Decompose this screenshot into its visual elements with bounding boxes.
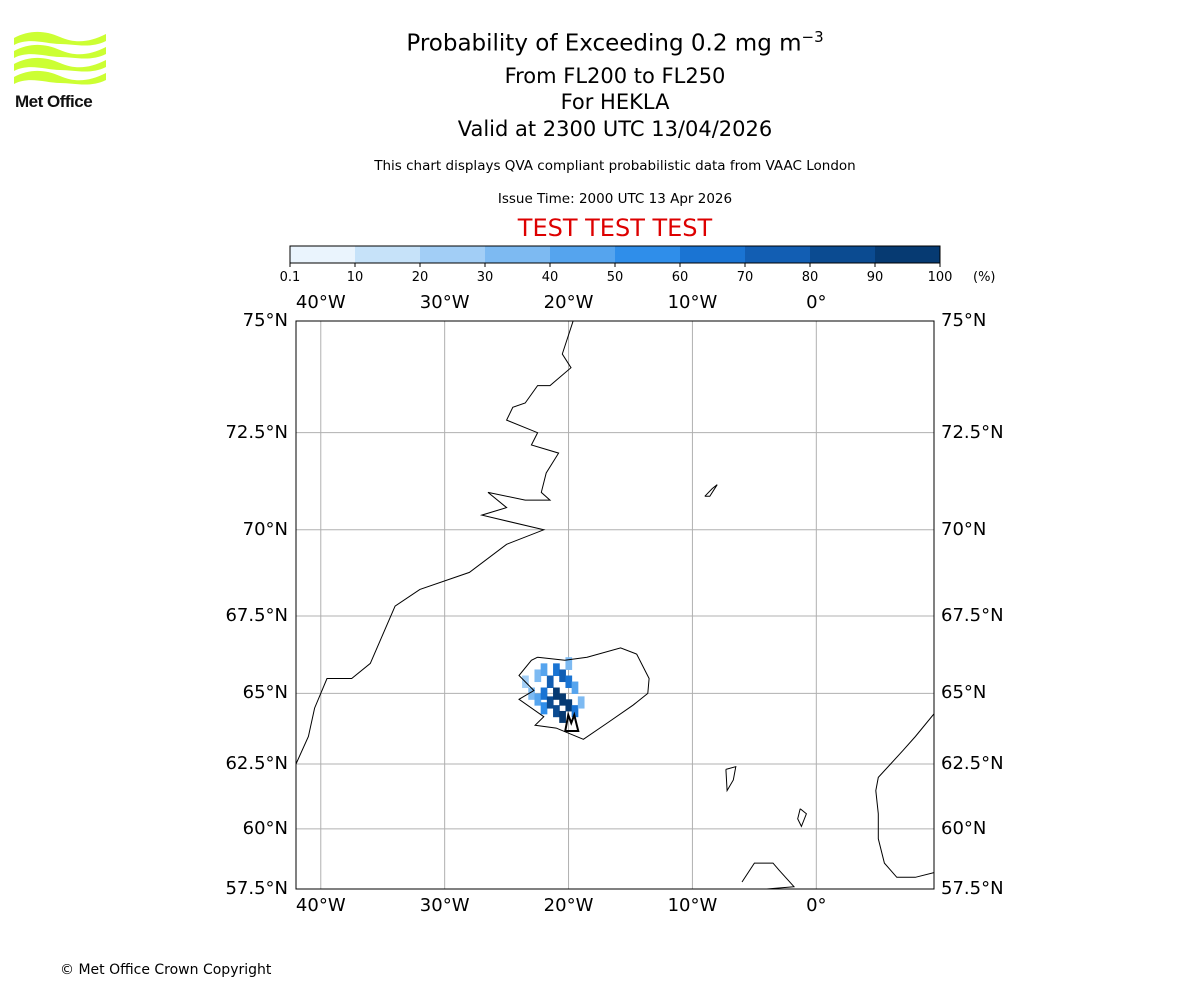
colorbar-tick-label: 40: [541, 270, 559, 285]
issue-time: Issue Time: 2000 UTC 13 Apr 2026: [497, 191, 733, 207]
colorbar-segment: [810, 246, 876, 263]
latitude-label: 65°N: [941, 682, 987, 704]
plume-cell: [553, 687, 560, 700]
met-office-logo-text: Met Office: [15, 92, 93, 111]
plume-cell: [534, 693, 542, 706]
colorbar-tick-label: 100: [927, 270, 953, 285]
colorbar-segment: [615, 246, 681, 263]
met-office-logo: [14, 31, 106, 85]
title-text: Probability of Exceeding 0.2 mg m: [406, 30, 802, 57]
longitude-label: 0°: [806, 292, 827, 313]
plume-cell: [577, 696, 585, 709]
latitude-label: 62.5°N: [225, 752, 288, 774]
plume-cell: [571, 705, 579, 718]
colorbar-tick-label: 80: [801, 270, 819, 285]
coastline-faroe: [725, 766, 737, 793]
plume-cell: [559, 710, 566, 723]
flight-level-range: From FL200 to FL250: [504, 64, 726, 88]
colorbar-segment: [420, 246, 486, 263]
coastline-jan-mayen: [704, 484, 718, 497]
map-frame: [295, 320, 935, 890]
longitude-label: 10°W: [667, 292, 718, 313]
longitude-label: 0°: [806, 895, 827, 916]
plume-cell: [565, 657, 573, 670]
title-exponent: −3: [801, 28, 824, 46]
longitude-label: 30°W: [419, 895, 470, 916]
plume-cell: [522, 675, 529, 689]
colorbar-tick-label: 90: [866, 270, 884, 285]
latitude-label: 67.5°N: [941, 604, 1004, 626]
latitude-label: 70°N: [941, 518, 987, 540]
plume-cell: [546, 696, 554, 709]
latitude-label: 60°N: [941, 817, 987, 839]
copyright-notice: © Met Office Crown Copyright: [60, 962, 272, 978]
latitude-label: 57.5°N: [941, 878, 1004, 899]
longitude-label: 10°W: [667, 895, 718, 916]
colorbar-segment: [745, 246, 811, 263]
disclaimer-text: This chart displays QVA compliant probab…: [374, 158, 856, 174]
colorbar-tick-label: 20: [411, 270, 429, 285]
ash-probability-plume: [522, 657, 585, 723]
colorbar-tick-label: 10: [346, 270, 364, 285]
colorbar-tick-label: 50: [606, 270, 624, 285]
colorbar-segment: [290, 246, 356, 263]
colorbar-unit: (%): [973, 270, 996, 285]
plume-cell: [528, 687, 535, 700]
latitude-label: 62.5°N: [941, 752, 1004, 774]
colorbar-segment: [550, 246, 616, 263]
plume-cell: [553, 705, 560, 718]
coastline-orkney-scotland: [741, 862, 796, 889]
plume-cell: [571, 681, 579, 694]
plume-cell: [540, 687, 548, 700]
longitude-label: 40°W: [295, 895, 346, 916]
colorbar-tick-label: 30: [476, 270, 494, 285]
colorbar-segment: [485, 246, 551, 263]
latitude-label: 72.5°N: [941, 421, 1004, 443]
colorbar-tick-label: 60: [671, 270, 689, 285]
test-banner: TEST TEST TEST: [517, 214, 713, 242]
coastline-greenland-east: [296, 321, 574, 765]
coastline-shetland: [797, 808, 807, 828]
plume-cell: [540, 702, 548, 715]
coastline-iceland: [518, 647, 650, 740]
plume-cell: [565, 699, 573, 712]
colorbar-segment: [355, 246, 421, 263]
plume-cell: [565, 675, 573, 689]
longitude-label: 20°W: [543, 292, 594, 313]
latitude-label: 57.5°N: [225, 878, 288, 899]
plume-cell: [559, 693, 566, 706]
colorbar-segment: [680, 246, 746, 263]
latitude-label: 72.5°N: [225, 421, 288, 443]
latitude-label: 60°N: [242, 817, 288, 839]
hekla-volcano-icon: [564, 711, 580, 732]
coastline-norway: [875, 713, 934, 878]
colorbar-tick-label: 0.1: [279, 270, 301, 285]
plume-cell: [559, 669, 566, 683]
longitude-label: 40°W: [295, 292, 346, 313]
latitude-label: 75°N: [242, 310, 288, 331]
colorbar-tick-label: 70: [736, 270, 754, 285]
latitude-label: 67.5°N: [225, 604, 288, 626]
colorbar-segment: [875, 246, 941, 263]
longitude-label: 20°W: [543, 895, 594, 916]
longitude-label: 30°W: [419, 292, 470, 313]
latitude-label: 65°N: [242, 682, 288, 704]
valid-time: Valid at 2300 UTC 13/04/2026: [457, 117, 773, 141]
latitude-label: 75°N: [941, 310, 987, 331]
plume-cell: [546, 675, 554, 689]
plume-cell: [553, 663, 560, 677]
chart-title: Probability of Exceeding 0.2 mg m−3: [0, 28, 1200, 57]
plume-cell: [540, 663, 548, 677]
plume-cell: [534, 669, 542, 683]
latitude-label: 70°N: [242, 518, 288, 540]
volcano-name: For HEKLA: [560, 90, 670, 114]
volcano-marker: [564, 711, 580, 732]
colorbar: [289, 245, 941, 267]
coastlines: [296, 321, 934, 889]
